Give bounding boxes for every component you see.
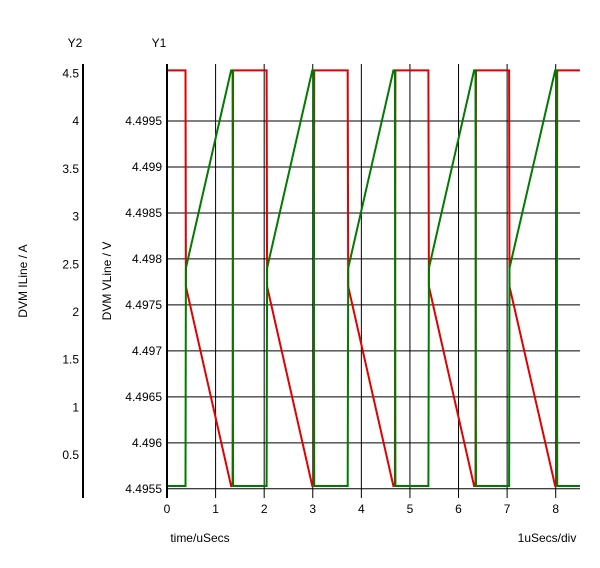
x-tick-label: 2	[261, 502, 268, 516]
y1-tick-label: 4.4955	[125, 482, 162, 496]
x-axis-label: time/uSecs	[170, 531, 229, 545]
x-tick-label: 0	[164, 502, 171, 516]
x-scale-note: 1uSecs/div	[518, 531, 577, 545]
axes	[82, 64, 168, 498]
y2-tick-label: 3	[72, 210, 79, 224]
y2-tick-label: 0.5	[62, 448, 79, 462]
y1-tick-label: 4.4985	[125, 206, 162, 220]
x-tick-label: 6	[455, 502, 462, 516]
x-tick-label: 5	[407, 502, 414, 516]
y2-tick-label: 4	[72, 114, 79, 128]
y2-axis-title: Y2	[68, 36, 83, 50]
y2-tick-label: 1.5	[62, 353, 79, 367]
tick-labels: 0 1 2 3 4 5 6 7 8 4.4955 4.496 4.4965 4.497 4.4975 4.4…	[62, 67, 559, 516]
x-tick-label: 8	[552, 502, 559, 516]
x-tick-label: 7	[504, 502, 511, 516]
y2-axis-label: DVM ILine / A	[16, 244, 30, 317]
y1-tick-label: 4.4995	[125, 114, 162, 128]
y1-axis-label: DVM VLine / V	[100, 242, 114, 321]
x-tick-label: 4	[358, 502, 365, 516]
x-tick-label: 1	[212, 502, 219, 516]
y1-tick-label: 4.496	[132, 436, 162, 450]
y1-tick-label: 4.499	[132, 160, 162, 174]
y2-tick-label: 3.5	[62, 162, 79, 176]
y2-tick-label: 2	[72, 305, 79, 319]
y2-tick-label: 2.5	[62, 257, 79, 271]
series-layer	[167, 69, 580, 487]
y1-tick-label: 4.4975	[125, 298, 162, 312]
y2-tick-label: 4.5	[62, 67, 79, 81]
y1-tick-label: 4.497	[132, 344, 162, 358]
y1-tick-label: 4.4965	[125, 390, 162, 404]
y1-axis-title: Y1	[152, 36, 167, 50]
y1-tick-label: 4.498	[132, 252, 162, 266]
x-tick-label: 3	[309, 502, 316, 516]
y2-tick-label: 1	[72, 400, 79, 414]
series-line-2	[167, 69, 580, 487]
